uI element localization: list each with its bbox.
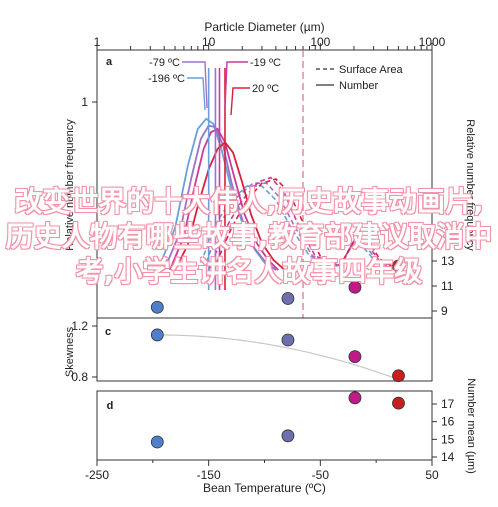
temp-label-neg196: -196 ºC	[148, 73, 185, 85]
panel-b-point	[392, 259, 405, 273]
surface-series-line	[207, 176, 402, 271]
panel-d-y-tick-label: 15	[441, 432, 455, 446]
panel-c-y-tick-label: 0.8	[71, 370, 88, 384]
legend-label-number: Number	[339, 80, 378, 92]
legend-label-surface: Surface Area	[339, 64, 403, 76]
panel-d-x-tick-label: -250	[85, 468, 109, 482]
panel-b-right-tick-label: 9	[441, 304, 448, 318]
panel-c-y-tick-label: 1.2	[71, 319, 88, 333]
panel-a-left-y-axis-label: Relative number frequency	[64, 119, 76, 251]
panel-a-tick-label: 1000	[419, 35, 446, 49]
label-leader-line	[230, 87, 250, 116]
panel-a-y-tick-label: 1	[81, 95, 88, 109]
panel-c-y-axis-label: Skewness	[64, 326, 76, 377]
temp-label-neg19: -19 ºC	[250, 57, 281, 69]
panel-c-point	[348, 350, 362, 364]
panel-a-y-tick-label: 0	[81, 263, 88, 277]
panel-c-frame	[96, 317, 433, 382]
panel-d-letter: d	[107, 400, 114, 412]
panel-d-x-axis-label: Bean Temperature (ºC)	[203, 481, 326, 495]
panel-c-point	[281, 333, 295, 347]
panel-b-point	[150, 300, 164, 314]
panel-d-point	[348, 391, 362, 405]
panel-a-y-axis-label: Relative number frequency	[464, 119, 476, 251]
panel-a-axis-title: Particle Diameter (µm)	[204, 20, 324, 34]
panel-d-point	[392, 396, 405, 410]
number-series-line	[169, 127, 279, 271]
panel-c-letter: c	[105, 326, 111, 338]
panel-c-point	[392, 369, 405, 383]
panel-d-x-tick-label: -50	[312, 468, 330, 482]
label-leader-line	[182, 61, 208, 109]
surface-series-line	[212, 178, 403, 271]
panel-a-tick-label: 100	[310, 35, 330, 49]
panel-a-tick-label: 1	[94, 35, 101, 49]
panel-d-frame	[96, 390, 433, 461]
panel-a-tick-label: 10	[202, 35, 216, 49]
panel-b-right-tick-label: 11	[441, 279, 454, 293]
panel-d-y-axis-label: Number mean (µm)	[465, 378, 477, 474]
panel-b-point	[348, 280, 362, 294]
label-leader-line	[187, 77, 206, 111]
panel-b-point	[281, 292, 295, 305]
panel-d-y-tick-label: 16	[441, 415, 455, 429]
panel-b-right-tick-label: 13	[441, 254, 455, 268]
panel-d-y-tick-label: 17	[441, 397, 455, 411]
panel-c-fit-curve	[157, 334, 399, 381]
panel-d-y-tick-label: 14	[441, 450, 455, 464]
temp-label-neg79: -79 ºC	[149, 57, 180, 69]
panel-d-x-tick-label: -150	[197, 468, 221, 482]
label-leader-line	[224, 61, 248, 109]
panel-a-letter: a	[106, 56, 113, 68]
panel-d-x-tick-label: 50	[425, 468, 439, 482]
panel-d-point	[150, 435, 164, 449]
panel-d-point	[281, 429, 295, 443]
panel-c-point	[150, 328, 164, 342]
overlay-caption: 改变世界的十大伟人,历史故事动画片,历史人物有哪些故事,教育部建议取消中考,小学…	[5, 185, 493, 288]
temp-label-20: 20 ºC	[252, 83, 279, 95]
number-series-line	[174, 140, 286, 271]
